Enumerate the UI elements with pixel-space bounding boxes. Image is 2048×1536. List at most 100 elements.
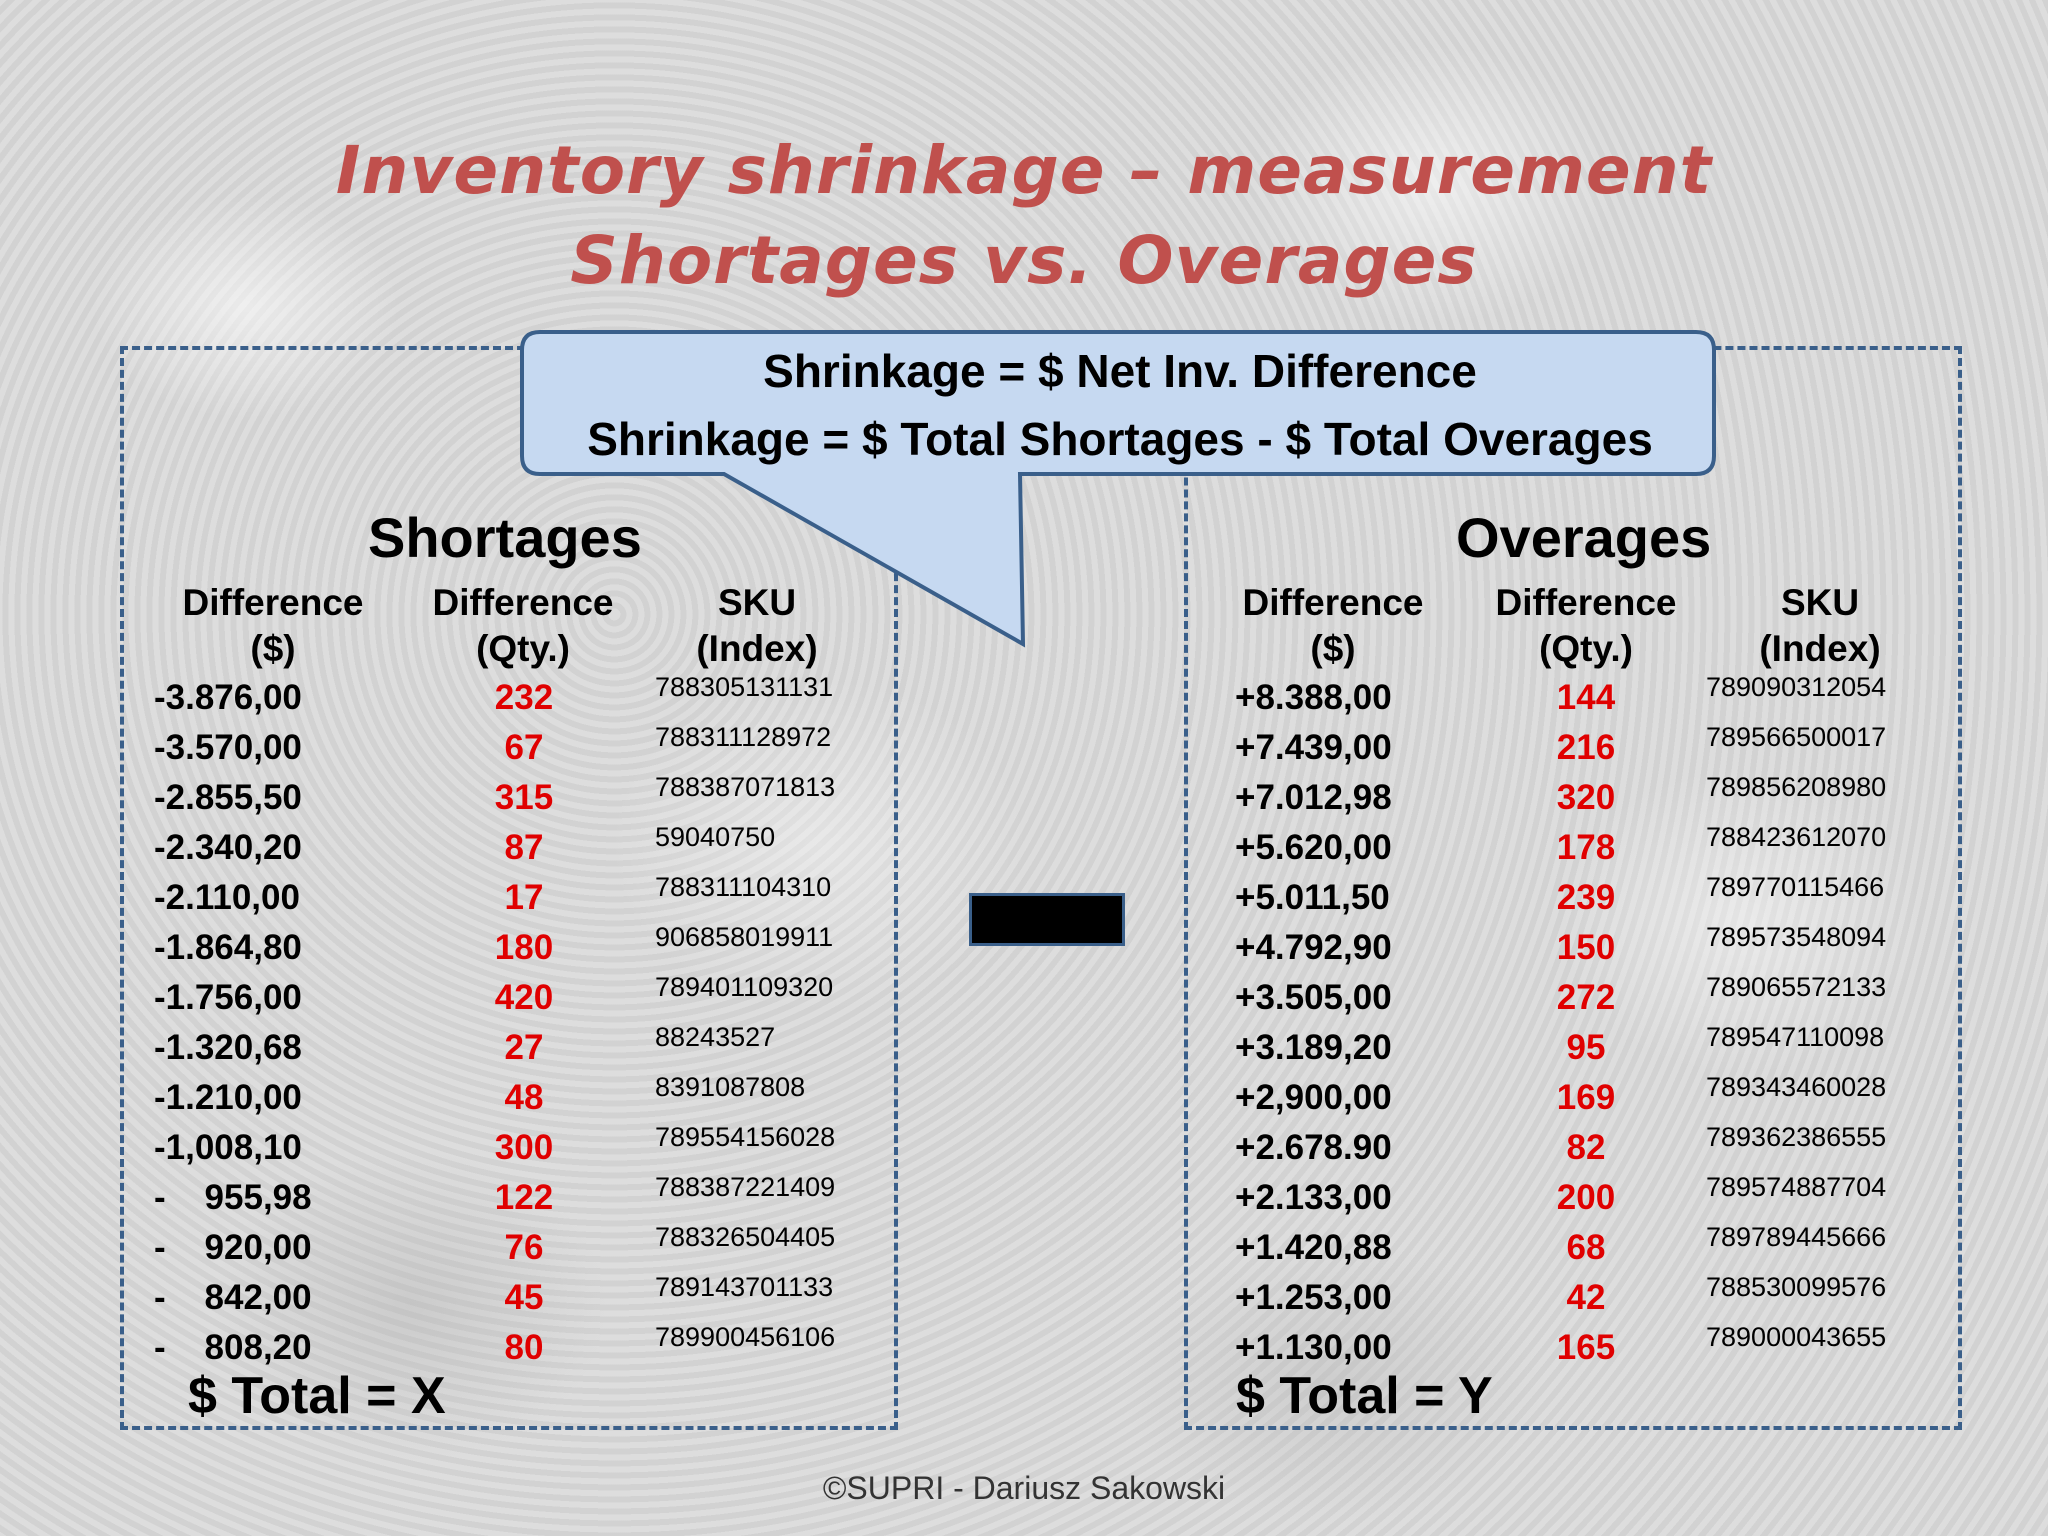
header-line: ($) [250, 628, 296, 669]
shortages-row: - 842,00 45 789143701133 [0, 1272, 2048, 1328]
shortages-quantity: 315 [494, 778, 554, 817]
shortages-header-qty: Difference (Qty.) [403, 580, 643, 672]
shortages-quantity: 232 [494, 678, 554, 717]
header-line: Difference [432, 582, 614, 623]
slide-title-line-2: Shortages vs. Overages [570, 222, 1478, 299]
overages-amount: +7.439,00 [1235, 728, 1392, 767]
shortages-sku: 788305131131 [655, 672, 834, 702]
overages-row: +8.388,00 144 789090312054 [0, 672, 2048, 728]
shortages-row: -1.320,68 27 88243527 [0, 1022, 2048, 1078]
overages-amount: +3.189,20 [1235, 1028, 1392, 1067]
overages-amount: +4.792,90 [1235, 928, 1392, 967]
overages-quantity: 216 [1556, 728, 1616, 767]
slide-title-line-1: Inventory shrinkage – measurement [335, 132, 1713, 209]
shortages-quantity: 122 [494, 1178, 554, 1217]
shortages-amount: -3.570,00 [154, 728, 302, 767]
shortages-quantity: 420 [494, 978, 554, 1017]
overages-sku: 789770115466 [1706, 872, 1885, 902]
shortages-sku: 59040750 [655, 822, 776, 852]
overages-quantity: 68 [1566, 1228, 1606, 1267]
overages-quantity: 178 [1556, 828, 1616, 867]
overages-amount: +2,900,00 [1235, 1078, 1392, 1117]
shortages-row: -2.340,20 87 59040750 [0, 822, 2048, 878]
shortages-amount: -1.864,80 [154, 928, 302, 967]
overages-row: +7.012,98 320 789856208980 [0, 772, 2048, 828]
overages-sku: 789343460028 [1706, 1072, 1887, 1102]
overages-sku: 789065572133 [1706, 972, 1887, 1002]
shortages-amount: -1.320,68 [154, 1028, 302, 1067]
shortages-row: -3.876,00 232 788305131131 [0, 672, 2048, 728]
overages-sku: 788530099576 [1706, 1272, 1887, 1302]
overages-quantity: 165 [1556, 1328, 1616, 1367]
shortages-sku: 789900456106 [655, 1322, 836, 1352]
overages-quantity: 42 [1566, 1278, 1606, 1317]
overages-amount: +1.420,88 [1235, 1228, 1392, 1267]
shortages-sku: 788311104310 [655, 872, 832, 902]
shortages-amount: -2.855,50 [154, 778, 302, 817]
shortages-row: -1.756,00 420 789401109320 [0, 972, 2048, 1028]
shortages-quantity: 27 [504, 1028, 544, 1067]
overages-row: +2.133,00 200 789574887704 [0, 1172, 2048, 1228]
overages-row: +3.505,00 272 789065572133 [0, 972, 2048, 1028]
shortages-amount: -2.340,20 [154, 828, 302, 867]
shortages-amount: -1.210,00 [154, 1078, 302, 1117]
callout-bubble [520, 330, 1716, 648]
shortages-sku: 789143701133 [655, 1272, 834, 1302]
overages-row: +5.011,50 239 789770115466 [0, 872, 2048, 928]
overages-amount: +2.133,00 [1235, 1178, 1392, 1217]
shortages-quantity: 67 [504, 728, 544, 767]
header-line: SKU [1780, 582, 1860, 623]
overages-sku: 789566500017 [1706, 722, 1887, 752]
overages-total: $ Total = Y [1236, 1367, 1493, 1425]
shortages-total: $ Total = X [188, 1367, 446, 1425]
shortages-amount: - 955,98 [154, 1178, 312, 1217]
overages-sku: 789789445666 [1706, 1222, 1887, 1252]
shortages-row: - 920,00 76 788326504405 [0, 1222, 2048, 1278]
header-line: (Qty.) [1539, 628, 1633, 669]
shortages-sku: 88243527 [655, 1022, 776, 1052]
overages-sku: 789362386555 [1706, 1122, 1887, 1152]
overages-amount: +3.505,00 [1235, 978, 1392, 1017]
shortages-sku: 788387221409 [655, 1172, 836, 1202]
shortages-row: - 955,98 122 788387221409 [0, 1172, 2048, 1228]
overages-row: +5.620,00 178 788423612070 [0, 822, 2048, 878]
overages-row: +7.439,00 216 789566500017 [0, 722, 2048, 778]
shortages-quantity: 300 [494, 1128, 554, 1167]
formula-net-difference: Shrinkage = $ Net Inv. Difference [763, 345, 1477, 397]
shortages-panel [120, 346, 898, 1430]
overages-row: +1.420,88 68 789789445666 [0, 1222, 2048, 1278]
overages-amount: +2.678.90 [1235, 1128, 1392, 1167]
overages-amount: +1.130,00 [1235, 1328, 1392, 1367]
shortages-sku: 789401109320 [655, 972, 834, 1002]
shortages-sku: 906858019911 [655, 922, 834, 952]
overages-quantity: 239 [1556, 878, 1616, 917]
overages-header-sku: SKU (Index) [1700, 580, 1940, 672]
minus-sign [969, 893, 1125, 946]
shortages-amount: -3.876,00 [154, 678, 302, 717]
overages-sku: 789856208980 [1706, 772, 1887, 802]
shortages-row: -1,008,10 300 789554156028 [0, 1122, 2048, 1178]
overages-quantity: 200 [1556, 1178, 1616, 1217]
header-line: (Qty.) [476, 628, 570, 669]
shortages-sku: 788387071813 [655, 772, 836, 802]
shortages-header-amount: Difference ($) [153, 580, 393, 672]
overages-sku: 789000043655 [1706, 1322, 1887, 1352]
overages-sku: 789090312054 [1706, 672, 1887, 702]
shortages-header-sku: SKU (Index) [637, 580, 877, 672]
shortages-sku: 8391087808 [655, 1072, 806, 1102]
shortages-quantity: 180 [494, 928, 554, 967]
header-line: Difference [1242, 582, 1424, 623]
header-line: SKU [717, 582, 797, 623]
overages-amount: +5.620,00 [1235, 828, 1392, 867]
shortages-title: Shortages [368, 506, 642, 569]
shortages-quantity: 17 [504, 878, 544, 917]
overages-sku: 789573548094 [1706, 922, 1887, 952]
formula-shortages-minus-overages: Shrinkage = $ Total Shortages - $ Total … [587, 413, 1653, 465]
header-line: Difference [1495, 582, 1677, 623]
shortages-row: -2.110,00 17 788311104310 [0, 872, 2048, 928]
overages-row: +1.253,00 42 788530099576 [0, 1272, 2048, 1328]
shortages-quantity: 45 [504, 1278, 544, 1317]
overages-quantity: 320 [1556, 778, 1616, 817]
shortages-sku: 788311128972 [655, 722, 832, 752]
shortages-row: -2.855,50 315 788387071813 [0, 772, 2048, 828]
